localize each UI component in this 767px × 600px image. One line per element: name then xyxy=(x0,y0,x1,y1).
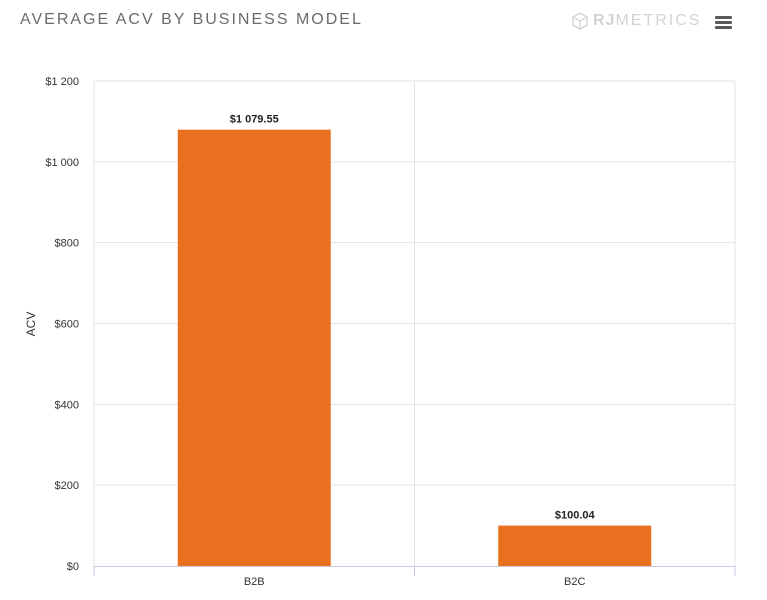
x-tick-label: B2C xyxy=(564,576,585,588)
bar-b2b[interactable] xyxy=(177,129,331,566)
bars xyxy=(177,129,652,566)
y-axis-title: ACV xyxy=(24,312,38,337)
y-tick-label: $0 xyxy=(67,561,79,573)
y-tick-label: $1 200 xyxy=(45,76,79,88)
x-tick-label: B2B xyxy=(244,576,265,588)
y-tick-label: $400 xyxy=(55,399,79,411)
y-tick-label: $600 xyxy=(55,319,79,331)
brand-name-bold: RJ xyxy=(593,12,616,29)
brand-logo: RJMETRICS xyxy=(571,12,701,30)
data-label: $100.04 xyxy=(555,510,596,522)
data-label: $1 079.55 xyxy=(230,114,279,126)
rjmetrics-logo-icon xyxy=(572,12,588,30)
y-tick-label: $200 xyxy=(55,480,79,492)
y-tick-label: $800 xyxy=(55,238,79,250)
y-tick-label: $1 000 xyxy=(45,157,79,169)
chart-title: AVERAGE ACV BY BUSINESS MODEL xyxy=(20,11,363,28)
brand-name-light: METRICS xyxy=(615,12,702,29)
labels: $0 $200 $400 $600 $800 $1 000 $1 200 $1 079.55 B… xyxy=(45,76,595,588)
bar-b2c[interactable] xyxy=(498,525,652,566)
hamburger-menu-icon[interactable] xyxy=(714,14,734,32)
